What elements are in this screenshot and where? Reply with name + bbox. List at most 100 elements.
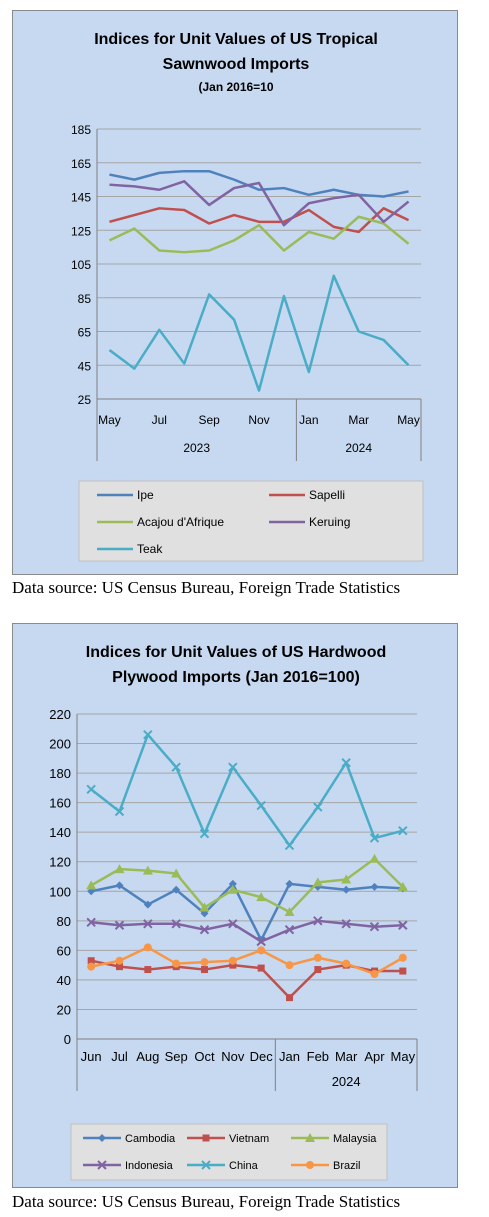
data-point [284, 906, 295, 916]
y-tick-label: 65 [78, 326, 92, 340]
legend-label: Teak [137, 542, 163, 556]
legend-marker [98, 1134, 106, 1142]
y-tick-label: 105 [71, 258, 91, 272]
sawnwood-chart-panel: Indices for Unit Values of US Tropical Sa… [12, 10, 458, 575]
series-line [90, 733, 404, 847]
sawnwood-chart: Indices for Unit Values of US Tropical Sa… [71, 31, 424, 562]
data-point [370, 882, 379, 891]
y-tick-label: 140 [49, 825, 71, 840]
data-point [116, 963, 123, 971]
legend-label: Cambodia [125, 1133, 176, 1145]
series-line [109, 180, 410, 227]
legend-label: Vietnam [229, 1133, 269, 1145]
series-line [90, 946, 404, 976]
data-point [341, 919, 351, 929]
legend-label: Acajou d'Afrique [137, 515, 224, 529]
data-point [313, 802, 323, 812]
data-point [256, 936, 266, 947]
series-brazil [87, 943, 407, 978]
chart-title-line: Indices for Unit Values of US Tropical [94, 31, 378, 48]
y-tick-label: 45 [78, 359, 92, 373]
year-label: 2024 [332, 1074, 361, 1089]
data-point [171, 868, 182, 878]
x-tick-label: Oct [194, 1049, 215, 1064]
year-label: 2024 [345, 441, 372, 455]
data-point [342, 959, 351, 968]
data-point [201, 966, 208, 974]
x-tick-label: May [98, 413, 121, 427]
data-point [199, 924, 210, 935]
y-tick-label: 85 [78, 292, 92, 306]
legend-label: Keruing [309, 515, 350, 529]
data-point [257, 964, 265, 972]
y-tick-label: 120 [49, 855, 71, 870]
data-point [228, 879, 237, 888]
legend-marker [202, 1134, 210, 1142]
series-line [109, 207, 410, 234]
x-tick-label: Jan [279, 1049, 300, 1064]
legend-marker [97, 1160, 107, 1170]
data-point [142, 865, 153, 875]
data-point [171, 919, 181, 929]
y-tick-label: 125 [71, 224, 91, 238]
legend-marker [201, 1160, 211, 1170]
data-point [284, 924, 295, 935]
data-point [172, 885, 181, 894]
data-point [229, 961, 237, 969]
legend-label: Indonesia [125, 1160, 174, 1172]
data-point [257, 936, 266, 945]
series-line [90, 857, 404, 914]
series-line [90, 882, 403, 942]
chart-subtitle: (Jan 2016=10 [198, 80, 273, 94]
x-tick-label: Apr [364, 1049, 385, 1064]
legend-label: Malaysia [333, 1133, 377, 1145]
data-point [256, 800, 266, 811]
year-label: 2023 [183, 441, 210, 455]
data-point [398, 953, 407, 962]
chart-title-line: Indices for Unit Values of US Hardwood [86, 644, 386, 661]
legend-marker [306, 1161, 314, 1169]
data-point [143, 729, 153, 740]
x-tick-label: Nov [248, 413, 269, 427]
data-point [285, 879, 294, 888]
data-point [143, 943, 152, 952]
data-point [86, 784, 96, 795]
x-tick-label: May [397, 413, 420, 427]
data-point [369, 833, 380, 843]
data-point [313, 953, 322, 962]
series-acajou-d-afrique [108, 215, 410, 254]
data-point [172, 959, 181, 968]
legend [70, 1123, 388, 1181]
y-tick-label: 100 [49, 884, 71, 899]
legend-label: China [229, 1160, 259, 1172]
data-point [341, 874, 352, 884]
data-point [314, 966, 322, 974]
data-source-note: Data source: US Census Bureau, Foreign T… [12, 578, 401, 597]
data-source-note: Data source: US Census Bureau, Foreign T… [12, 1192, 401, 1211]
y-tick-label: 200 [49, 737, 71, 752]
y-tick-label: 25 [78, 393, 92, 407]
data-point [285, 961, 294, 970]
data-point [144, 966, 152, 974]
data-point [171, 762, 181, 772]
y-tick-label: 180 [49, 766, 71, 781]
data-point [313, 916, 323, 926]
y-tick-label: 185 [71, 123, 91, 137]
data-point [369, 853, 380, 863]
chart-title-line: Sawnwood Imports [163, 56, 310, 73]
x-tick-label: Jul [111, 1049, 128, 1064]
data-point [228, 762, 238, 772]
data-point [114, 920, 125, 930]
series-line [108, 215, 410, 254]
plot-area [77, 714, 417, 1039]
data-point [199, 902, 210, 912]
x-tick-label: Nov [221, 1049, 245, 1064]
x-tick-label: Mar [348, 413, 369, 427]
plywood-chart: Indices for Unit Values of US Hardwood Pl… [49, 644, 418, 1181]
y-tick-label: 40 [57, 973, 71, 988]
data-point [398, 825, 408, 836]
series-teak [108, 274, 410, 392]
legend-label: Sapelli [309, 488, 345, 502]
data-point [341, 758, 351, 768]
series-malaysia [86, 853, 408, 916]
